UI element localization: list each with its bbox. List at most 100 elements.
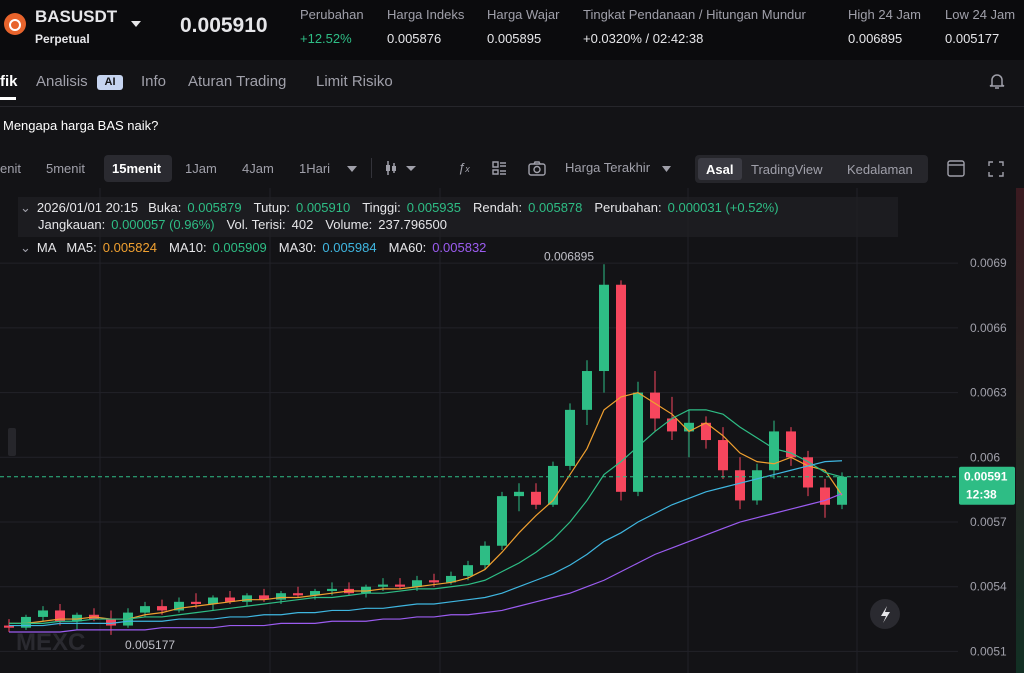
coin-icon — [4, 13, 26, 35]
layout-icon[interactable] — [491, 160, 507, 176]
dropdown-arrow[interactable] — [130, 20, 142, 28]
fullscreen-icon[interactable] — [988, 161, 1004, 177]
y-tick-label: 0.0051 — [970, 644, 1007, 658]
dropdown-arrow[interactable] — [662, 166, 671, 172]
candle-body — [769, 431, 779, 471]
interval[interactable]: 1Jam — [185, 161, 217, 176]
legend-value: 0.005832 — [432, 240, 487, 255]
stat-value: 0.005895 — [487, 31, 542, 46]
contract-type: Perpetual — [35, 32, 90, 46]
view[interactable]: Asal — [706, 162, 734, 177]
candle-body — [378, 584, 388, 587]
datetime: 2026/01/01 20:15 — [36, 200, 139, 215]
field-value: 0.005935 — [406, 200, 461, 215]
divider — [0, 106, 1024, 107]
chart-type-icon[interactable] — [384, 159, 418, 177]
y-tick-label: 0.0057 — [970, 515, 1007, 529]
stat-label: High 24 Jam — [848, 7, 921, 22]
candle-body — [242, 595, 252, 602]
legend-value: 0.005909 — [212, 240, 267, 255]
candle-body — [497, 496, 507, 546]
candle-body — [259, 595, 269, 600]
price-tag: 0.00591 — [964, 470, 1008, 484]
field-value: 0.000057 (0.96%) — [111, 217, 215, 232]
candle-body — [191, 601, 201, 604]
last-price: 0.005910 — [180, 14, 268, 37]
candle-body — [310, 591, 320, 596]
legend-name: MA5: — [66, 240, 97, 255]
symbol[interactable]: BASUSDT — [35, 7, 118, 26]
ai-prompt[interactable]: Mengapa harga BAS naik? — [3, 118, 159, 133]
candle-body — [157, 606, 167, 611]
candle-body — [837, 476, 847, 505]
candle-body — [429, 580, 439, 583]
stat-value: 0.005876 — [387, 31, 442, 46]
indicator-icon[interactable]: ƒx — [458, 160, 470, 175]
candle-body — [752, 470, 762, 501]
interval[interactable]: enit — [0, 161, 21, 176]
candle-body — [55, 610, 65, 622]
stat-label: Harga Indeks — [387, 7, 465, 22]
plot-bg — [0, 188, 958, 673]
watermark: MEXC — [16, 629, 85, 656]
y-tick-label: 0.006 — [970, 450, 1000, 464]
dropdown-arrow[interactable] — [347, 166, 357, 172]
field-label: Tutup: — [253, 200, 290, 215]
interval[interactable]: 15menit — [112, 161, 162, 176]
candle-body — [361, 586, 371, 594]
interval[interactable]: 5menit — [46, 161, 86, 176]
candle-body — [582, 371, 592, 410]
tab-underline — [0, 97, 16, 100]
field-value: 0.005910 — [295, 200, 351, 215]
panel-icon[interactable] — [947, 160, 965, 177]
stat-label: Low 24 Jam — [945, 7, 1016, 22]
price-type[interactable]: Harga Terakhir — [565, 160, 651, 175]
candle-body — [735, 470, 745, 501]
legend-name: MA10: — [168, 240, 207, 255]
ma-label: MA — [36, 240, 57, 255]
candle-body — [174, 601, 184, 611]
bell-icon[interactable] — [989, 73, 1005, 90]
candle-body — [650, 392, 660, 419]
field-value: 0.005878 — [528, 200, 583, 215]
tab[interactable]: Analisis — [36, 73, 88, 90]
interval[interactable]: 4Jam — [242, 161, 274, 176]
candle-body — [786, 431, 796, 458]
stat-value: 0.006895 — [848, 31, 903, 46]
ohlc-row: Jangkauan: 0.000057 (0.96%) Vol. Terisi: 40… — [38, 217, 453, 232]
candle-body — [514, 491, 524, 497]
tab[interactable]: fik — [0, 73, 18, 90]
candle-body — [395, 584, 405, 587]
view[interactable]: Kedalaman — [847, 162, 913, 177]
field-label: Perubahan: — [594, 200, 662, 215]
candle-body — [21, 616, 31, 628]
tab[interactable]: Aturan Trading — [188, 73, 287, 90]
candle-body — [225, 597, 235, 602]
interval[interactable]: 1Hari — [299, 161, 331, 176]
tab[interactable]: Limit Risiko — [316, 73, 393, 90]
ma-line — [9, 460, 843, 627]
camera-icon[interactable] — [528, 160, 546, 176]
view[interactable]: TradingView — [751, 162, 823, 177]
field-value: 0.000031 (+0.52%) — [667, 200, 779, 215]
ma-line — [9, 492, 843, 633]
y-tick-label: 0.0054 — [970, 580, 1007, 594]
legend-value: 0.005824 — [102, 240, 157, 255]
ohlc-panel — [18, 197, 898, 237]
interval-active-bg — [104, 155, 172, 182]
field-label: Rendah: — [473, 200, 523, 215]
candle-body — [446, 575, 456, 583]
tab[interactable]: Info — [141, 73, 167, 90]
candle-body — [140, 606, 150, 613]
candle-body — [803, 457, 813, 488]
y-tick-label: 0.0069 — [970, 256, 1007, 270]
candle-body — [667, 418, 677, 432]
stat-value: +12.52% — [300, 31, 352, 46]
candle-body — [463, 565, 473, 576]
stat-value: +0.0320% / 02:42:38 — [583, 31, 704, 46]
ma-line — [9, 409, 843, 624]
candle-body — [633, 392, 643, 492]
collapse-handle[interactable] — [8, 428, 16, 456]
candle-body — [412, 580, 422, 587]
